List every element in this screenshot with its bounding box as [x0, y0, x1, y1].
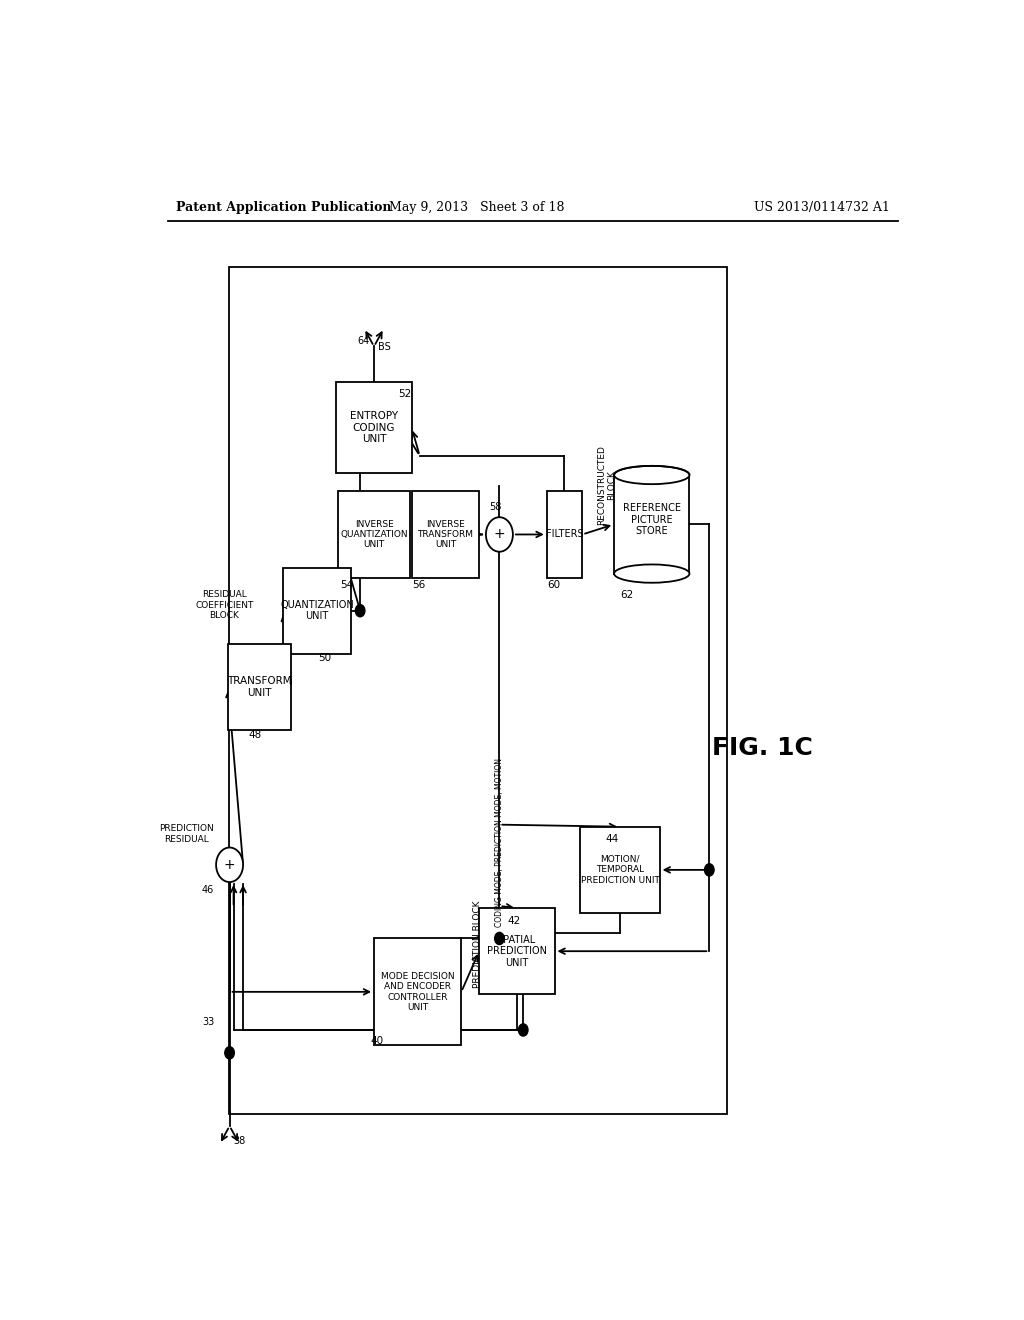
Text: 60: 60 [547, 581, 560, 590]
Circle shape [355, 605, 365, 616]
Text: BS: BS [378, 342, 391, 351]
Bar [614, 475, 689, 574]
Bar [336, 381, 412, 474]
Text: PREDICTION BLOCK: PREDICTION BLOCK [473, 900, 481, 987]
Text: +: + [494, 528, 505, 541]
Circle shape [486, 517, 513, 552]
Bar [547, 491, 583, 578]
Text: 38: 38 [233, 1137, 246, 1146]
Text: QUANTIZATION
UNIT: QUANTIZATION UNIT [280, 599, 353, 622]
Text: 56: 56 [412, 581, 425, 590]
Circle shape [518, 1024, 528, 1036]
Text: INVERSE
TRANSFORM
UNIT: INVERSE TRANSFORM UNIT [418, 520, 473, 549]
Text: 64: 64 [357, 337, 370, 346]
Bar [228, 267, 727, 1114]
Text: 33: 33 [203, 1018, 214, 1027]
Bar [284, 568, 350, 653]
Text: Patent Application Publication: Patent Application Publication [176, 201, 391, 214]
Bar [479, 908, 555, 994]
Text: 42: 42 [507, 916, 520, 925]
Text: CODING MODE, PREDICTION MODE, MOTION: CODING MODE, PREDICTION MODE, MOTION [495, 758, 504, 927]
Text: MODE DECISION
AND ENCODER
CONTROLLER
UNIT: MODE DECISION AND ENCODER CONTROLLER UNI… [381, 972, 455, 1012]
Text: 58: 58 [489, 502, 502, 512]
Text: 40: 40 [370, 1036, 383, 1045]
Text: May 9, 2013   Sheet 3 of 18: May 9, 2013 Sheet 3 of 18 [389, 201, 565, 214]
Text: INVERSE
QUANTIZATION
UNIT: INVERSE QUANTIZATION UNIT [340, 520, 408, 549]
Bar [338, 491, 410, 578]
Text: TRANSFORM
UNIT: TRANSFORM UNIT [227, 676, 292, 698]
Bar [374, 939, 461, 1045]
Text: US 2013/0114732 A1: US 2013/0114732 A1 [754, 201, 890, 214]
Text: ENTROPY
CODING
UNIT: ENTROPY CODING UNIT [350, 411, 398, 445]
Text: FILTERS: FILTERS [546, 529, 584, 540]
Text: 52: 52 [397, 389, 411, 399]
Text: SPATIAL
PREDICTION
UNIT: SPATIAL PREDICTION UNIT [486, 935, 547, 968]
Bar [412, 491, 479, 578]
Circle shape [705, 863, 714, 876]
Text: PREDICTION
RESIDUAL: PREDICTION RESIDUAL [159, 824, 214, 843]
Text: 46: 46 [202, 886, 214, 895]
Text: 54: 54 [341, 581, 354, 590]
Text: +: + [224, 858, 236, 871]
Bar [581, 826, 659, 913]
Circle shape [225, 1047, 234, 1059]
Text: 48: 48 [249, 730, 262, 739]
Text: MOTION/
TEMPORAL
PREDICTION UNIT: MOTION/ TEMPORAL PREDICTION UNIT [581, 855, 659, 884]
Text: RECONSTRUCTED
BLOCK: RECONSTRUCTED BLOCK [597, 446, 616, 525]
Text: 62: 62 [620, 590, 633, 601]
Bar [228, 644, 292, 730]
Circle shape [495, 932, 504, 945]
Ellipse shape [614, 466, 689, 484]
Circle shape [216, 847, 243, 882]
Ellipse shape [614, 565, 689, 582]
Text: RESIDUAL
COEFFICIENT
BLOCK: RESIDUAL COEFFICIENT BLOCK [195, 590, 253, 620]
Text: FIG. 1C: FIG. 1C [713, 737, 813, 760]
Text: REFERENCE
PICTURE
STORE: REFERENCE PICTURE STORE [623, 503, 681, 536]
Text: 44: 44 [606, 834, 618, 845]
Text: 50: 50 [318, 653, 332, 664]
